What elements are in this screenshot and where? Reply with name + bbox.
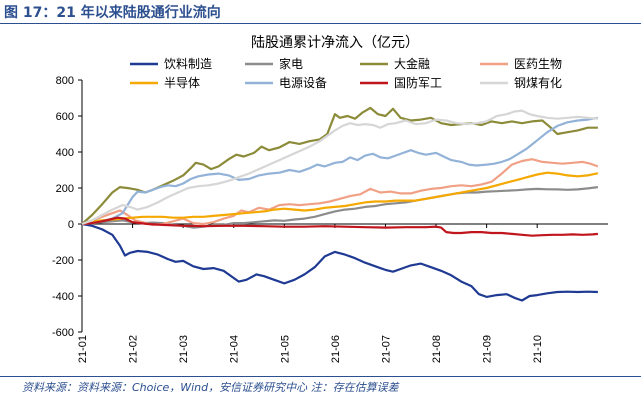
x-tick-label: 21-01: [77, 335, 89, 363]
series-line-1: [81, 222, 598, 302]
legend-label: 家电: [279, 56, 303, 71]
source-divider: [0, 376, 641, 377]
legend-label: 医药生物: [514, 57, 562, 71]
legend-label: 国防军工: [394, 75, 442, 90]
x-tick-label: 21-07: [380, 335, 392, 363]
y-tick-label: 800: [56, 75, 74, 87]
y-tick-label: 200: [56, 183, 74, 195]
legend-label: 钢煤有化: [514, 76, 562, 90]
series-line-8: [81, 109, 598, 226]
x-tick-label: 21-09: [482, 335, 494, 363]
x-tick-label: 21-10: [532, 335, 544, 363]
figure-title: 图 17：21 年以来陆股通行业流向: [4, 5, 221, 21]
legend-label: 大金融: [394, 56, 430, 71]
x-tick-label: 21-02: [128, 335, 140, 363]
series-line-4: [81, 158, 599, 226]
legend-label: 电源设备: [279, 76, 327, 90]
series-line-3: [81, 106, 598, 225]
x-tick-label: 21-08: [431, 335, 443, 363]
source-note: 资料来源：资料来源：Choice，Wind，安信证券研究中心 注：存在估算误差: [22, 381, 399, 394]
x-tick-label: 21-03: [178, 335, 190, 363]
y-axis: -600 -400 -200 0 200 400 600 800: [52, 75, 83, 339]
y-tick-label: 0: [68, 219, 74, 231]
chart-title: 陆股通累计净流入（亿元）: [251, 35, 419, 51]
series-line-5: [81, 171, 599, 226]
x-axis: 21-01 21-02 21-03 21-04 21-05 21-06 21-07 21-08…: [77, 223, 608, 363]
x-tick-label: 21-04: [229, 335, 241, 363]
series-lines: [81, 106, 599, 302]
y-tick-label: 400: [56, 147, 74, 159]
series-line-6: [81, 116, 599, 226]
y-tick-label: 600: [56, 111, 74, 123]
title-divider: [0, 23, 641, 24]
legend-label: 饮料制造: [164, 57, 212, 71]
x-tick-label: 21-05: [279, 335, 291, 363]
legend-label: 半导体: [164, 76, 200, 90]
series-line-7: [81, 216, 599, 237]
y-tick-label: -600: [52, 327, 74, 339]
x-tick-label: 21-06: [330, 335, 342, 363]
series-line-2: [81, 186, 599, 229]
y-tick-label: -200: [52, 255, 74, 267]
y-tick-label: -400: [52, 291, 74, 303]
